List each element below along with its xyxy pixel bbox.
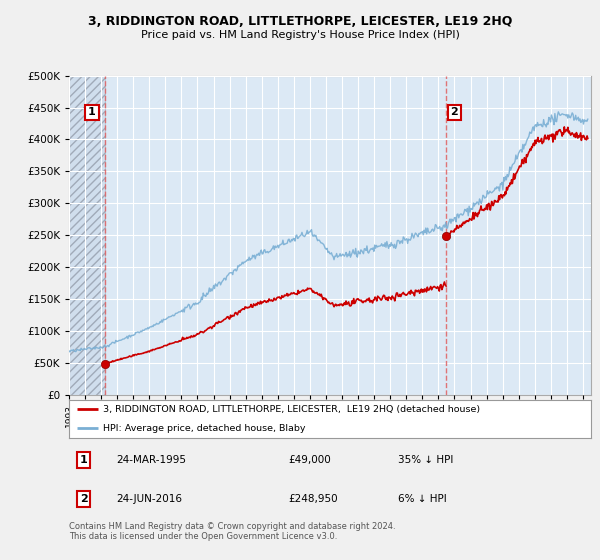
Text: 2: 2 <box>80 494 88 504</box>
Text: 24-JUN-2016: 24-JUN-2016 <box>116 494 182 504</box>
Text: £248,950: £248,950 <box>288 494 338 504</box>
Text: 1: 1 <box>80 455 88 465</box>
Bar <box>69 76 105 395</box>
Text: Price paid vs. HM Land Registry's House Price Index (HPI): Price paid vs. HM Land Registry's House … <box>140 30 460 40</box>
Text: 35% ↓ HPI: 35% ↓ HPI <box>398 455 453 465</box>
Text: £49,000: £49,000 <box>288 455 331 465</box>
Text: HPI: Average price, detached house, Blaby: HPI: Average price, detached house, Blab… <box>103 424 305 433</box>
Text: 3, RIDDINGTON ROAD, LITTLETHORPE, LEICESTER, LE19 2HQ: 3, RIDDINGTON ROAD, LITTLETHORPE, LEICES… <box>88 15 512 28</box>
Bar <box>69 76 105 395</box>
Text: 1: 1 <box>88 108 96 117</box>
Text: 24-MAR-1995: 24-MAR-1995 <box>116 455 186 465</box>
Text: Contains HM Land Registry data © Crown copyright and database right 2024.
This d: Contains HM Land Registry data © Crown c… <box>69 522 395 542</box>
Text: 2: 2 <box>450 108 458 117</box>
Text: 3, RIDDINGTON ROAD, LITTLETHORPE, LEICESTER,  LE19 2HQ (detached house): 3, RIDDINGTON ROAD, LITTLETHORPE, LEICES… <box>103 405 480 414</box>
Text: 6% ↓ HPI: 6% ↓ HPI <box>398 494 446 504</box>
